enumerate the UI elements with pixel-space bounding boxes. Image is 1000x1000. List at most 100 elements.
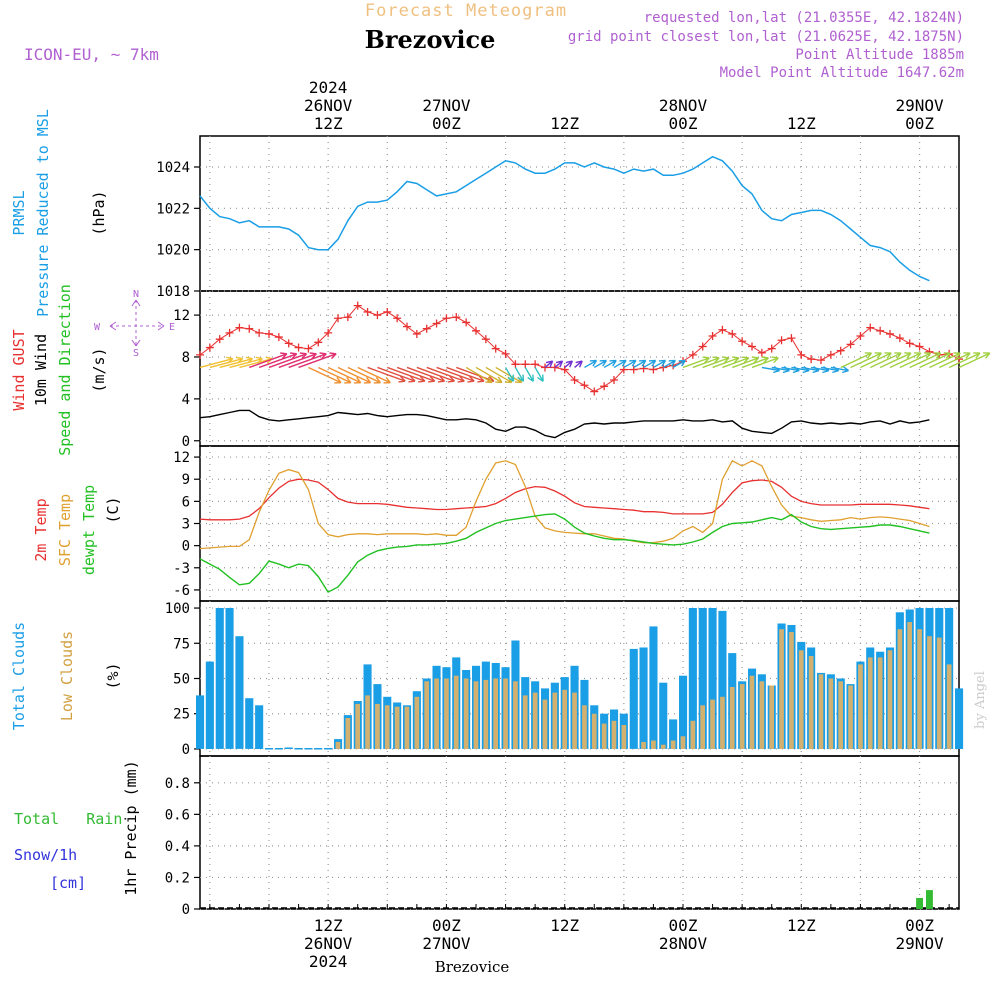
top-time-label: 00Z	[669, 114, 698, 133]
gust-marker	[284, 339, 293, 348]
bottom-time-label: 12Z	[550, 916, 579, 935]
compass-n: N	[133, 289, 139, 300]
low-cloud-bar	[798, 650, 804, 749]
top-time-label: 12Z	[787, 114, 816, 133]
wind-arrow-icon	[239, 356, 273, 369]
y-tick-label: 0	[182, 742, 190, 758]
wind-unit: (m/s)	[90, 347, 108, 392]
rain-label: Total Rain	[14, 810, 122, 828]
gust-marker	[708, 332, 717, 341]
y-tick-label: 12	[173, 308, 190, 324]
low-cloud-bar	[749, 675, 755, 749]
wind-arrow-icon	[377, 366, 416, 383]
wind-arrow-icon	[722, 356, 750, 369]
gust-marker	[274, 333, 283, 342]
total-cloud-bar	[679, 675, 688, 749]
y-tick-label: 12	[173, 450, 190, 466]
wind-arrow-icon	[919, 352, 951, 369]
wind-arrow-icon	[712, 356, 740, 369]
gust-marker	[718, 325, 727, 334]
low-cloud-bar	[670, 740, 676, 749]
y-tick-label: 9	[182, 472, 190, 488]
gust-marker	[235, 323, 244, 332]
low-cloud-bar	[759, 681, 765, 749]
gust-marker	[826, 350, 835, 359]
bottom-time-label: 2024	[309, 952, 348, 971]
low-cloud-bar	[789, 632, 794, 749]
total-cloud-bar	[304, 748, 313, 750]
y-tick-label: 1024	[156, 160, 190, 176]
wind-arrow-icon	[308, 366, 342, 384]
wind-arrow-icon	[524, 367, 534, 382]
precip-panel	[199, 755, 960, 910]
pressure-line	[199, 155, 930, 282]
temp-panel	[199, 445, 960, 602]
gust-marker	[225, 328, 234, 337]
low-cloud-bar	[375, 703, 380, 749]
gust-marker	[748, 342, 756, 351]
footer-location: Brezovice	[435, 958, 510, 976]
gust-marker	[757, 348, 766, 357]
gust-marker	[343, 313, 352, 322]
wind-arrow-icon	[899, 352, 932, 369]
low-cloud-bar	[641, 741, 646, 749]
gust-marker	[728, 329, 737, 338]
wind-arrow-icon	[564, 360, 574, 368]
model-altitude: Model Point Altitude 1647.62m	[720, 65, 964, 81]
total-cloud-bar	[215, 608, 224, 749]
low-cloud-bar	[611, 720, 617, 749]
wind-gust-label: Wind GUST	[10, 329, 28, 410]
wind-arrow-icon	[337, 366, 372, 384]
low-cloud-bar	[414, 696, 420, 749]
wind-gust-line	[199, 305, 960, 393]
y-tick-label: -6	[173, 583, 190, 599]
wind-speed-dir-label: Speed and Direction	[56, 284, 74, 456]
pressure-unit: (hPa)	[90, 190, 108, 235]
gust-marker	[600, 382, 609, 391]
low-cloud-bar	[542, 699, 548, 749]
wind-arrow-icon	[367, 366, 406, 383]
wind-arrow-icon	[633, 359, 647, 369]
gust-marker	[363, 307, 372, 316]
low-cloud-bar	[710, 699, 715, 749]
temp-sfc-label: SFC Temp	[56, 494, 74, 566]
low-cloud-bar	[680, 736, 686, 749]
gust-marker	[787, 334, 796, 343]
top-time-label: 27NOV	[422, 96, 471, 115]
wind-arrow-icon	[268, 352, 308, 369]
wind-arrow-icon	[278, 352, 317, 369]
gust-marker	[767, 344, 776, 353]
gust-marker	[393, 314, 402, 323]
top-time-label: 29NOV	[895, 96, 944, 115]
low-cloud-bar	[483, 679, 489, 749]
wind-arrow-icon	[860, 352, 892, 369]
gust-marker	[422, 324, 431, 333]
low-cloud-bar	[651, 740, 656, 749]
wind-arrow-icon	[475, 366, 503, 384]
gust-marker	[886, 329, 894, 338]
total-cloud-bar	[245, 698, 254, 749]
low-cloud-bar	[552, 692, 558, 749]
gust-marker	[383, 307, 392, 316]
gust-marker	[462, 318, 471, 327]
gust-marker	[876, 326, 885, 335]
wind-arrow-icon	[446, 366, 485, 383]
temp-dewpt-line	[199, 513, 930, 594]
gust-marker	[353, 301, 362, 310]
gust-marker	[836, 346, 845, 355]
low-cloud-bar	[522, 695, 528, 749]
wind-arrow-icon	[741, 356, 769, 369]
wind-arrow-icon	[603, 359, 617, 369]
total-cloud-bar	[639, 647, 648, 749]
wind-arrow-icon	[692, 356, 720, 369]
precip-unit: 1hr Precip (mm)	[122, 760, 140, 895]
low-cloud-bar	[345, 718, 351, 749]
total-cloud-bar	[629, 648, 638, 749]
top-time-label: 00Z	[905, 114, 934, 133]
gust-marker	[797, 350, 806, 359]
low-cloud-bar	[532, 692, 538, 749]
point-altitude: Point Altitude 1885m	[795, 47, 964, 63]
gust-marker	[817, 356, 825, 365]
wind-arrow-icon	[879, 352, 912, 369]
wind-arrow-icon	[850, 352, 882, 369]
